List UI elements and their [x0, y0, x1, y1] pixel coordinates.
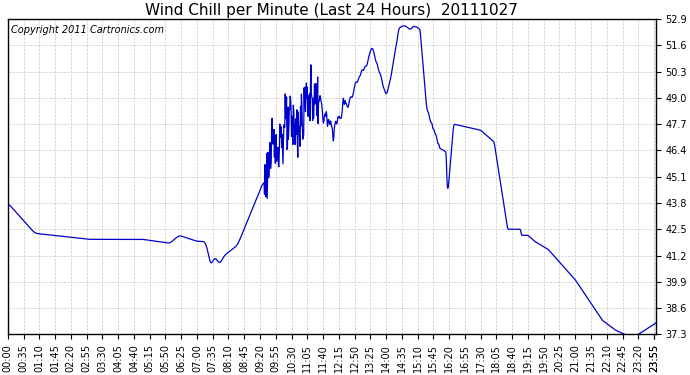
Text: Copyright 2011 Cartronics.com: Copyright 2011 Cartronics.com [11, 25, 164, 35]
Title: Wind Chill per Minute (Last 24 Hours)  20111027: Wind Chill per Minute (Last 24 Hours) 20… [146, 3, 518, 18]
